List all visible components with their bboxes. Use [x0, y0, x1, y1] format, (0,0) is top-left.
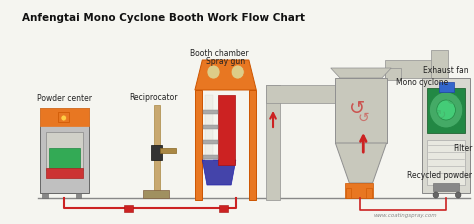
Text: Recycled powder: Recycled powder: [407, 170, 472, 179]
Circle shape: [456, 192, 461, 198]
Circle shape: [61, 115, 66, 121]
Bar: [76, 193, 82, 198]
Text: Spray gun: Spray gun: [206, 57, 245, 66]
Bar: [346, 188, 351, 198]
Circle shape: [437, 100, 456, 120]
Bar: [345, 183, 373, 198]
Text: Booth chamber: Booth chamber: [190, 49, 248, 58]
Bar: [428, 88, 465, 133]
Text: ↻: ↻: [445, 91, 459, 109]
Bar: [203, 140, 218, 144]
Bar: [203, 110, 218, 114]
Text: Mono cyclone: Mono cyclone: [396, 78, 448, 86]
Bar: [265, 85, 281, 200]
Bar: [151, 145, 162, 160]
Text: Filter: Filter: [453, 144, 472, 153]
Circle shape: [429, 92, 463, 128]
Bar: [58, 112, 69, 122]
Bar: [40, 108, 89, 193]
Text: Exhaust fan: Exhaust fan: [423, 66, 469, 75]
Bar: [160, 148, 176, 153]
Text: ↻: ↻: [435, 108, 446, 121]
Polygon shape: [195, 60, 256, 90]
Bar: [205, 95, 212, 160]
Bar: [219, 205, 228, 212]
Circle shape: [231, 65, 244, 79]
Polygon shape: [202, 160, 236, 185]
Bar: [340, 68, 359, 103]
Text: Powder center: Powder center: [37, 94, 92, 103]
Bar: [46, 132, 83, 170]
Bar: [265, 85, 354, 103]
Bar: [431, 50, 448, 80]
Polygon shape: [331, 68, 391, 78]
Bar: [422, 78, 470, 193]
Text: ↺: ↺: [357, 111, 369, 125]
Bar: [385, 60, 436, 78]
Bar: [336, 78, 386, 143]
Bar: [428, 140, 465, 185]
Text: Reciprocator: Reciprocator: [130, 93, 178, 102]
Bar: [49, 148, 81, 168]
Bar: [42, 193, 48, 198]
Bar: [143, 190, 169, 198]
Text: Anfengtai Mono Cyclone Booth Work Flow Chart: Anfengtai Mono Cyclone Booth Work Flow C…: [22, 13, 305, 23]
Bar: [203, 125, 218, 129]
Circle shape: [433, 192, 438, 198]
Bar: [40, 108, 89, 126]
Bar: [433, 183, 459, 191]
Polygon shape: [336, 143, 386, 183]
Bar: [195, 90, 202, 200]
Bar: [154, 105, 160, 197]
Text: www.coatingspray.com: www.coatingspray.com: [374, 213, 437, 218]
Text: ↺: ↺: [348, 99, 365, 118]
Bar: [124, 205, 134, 212]
Bar: [203, 155, 218, 159]
Bar: [438, 82, 454, 92]
Bar: [385, 68, 401, 80]
Bar: [218, 95, 235, 165]
Bar: [46, 168, 83, 178]
Bar: [249, 90, 256, 200]
Bar: [366, 188, 372, 198]
Circle shape: [207, 65, 220, 79]
